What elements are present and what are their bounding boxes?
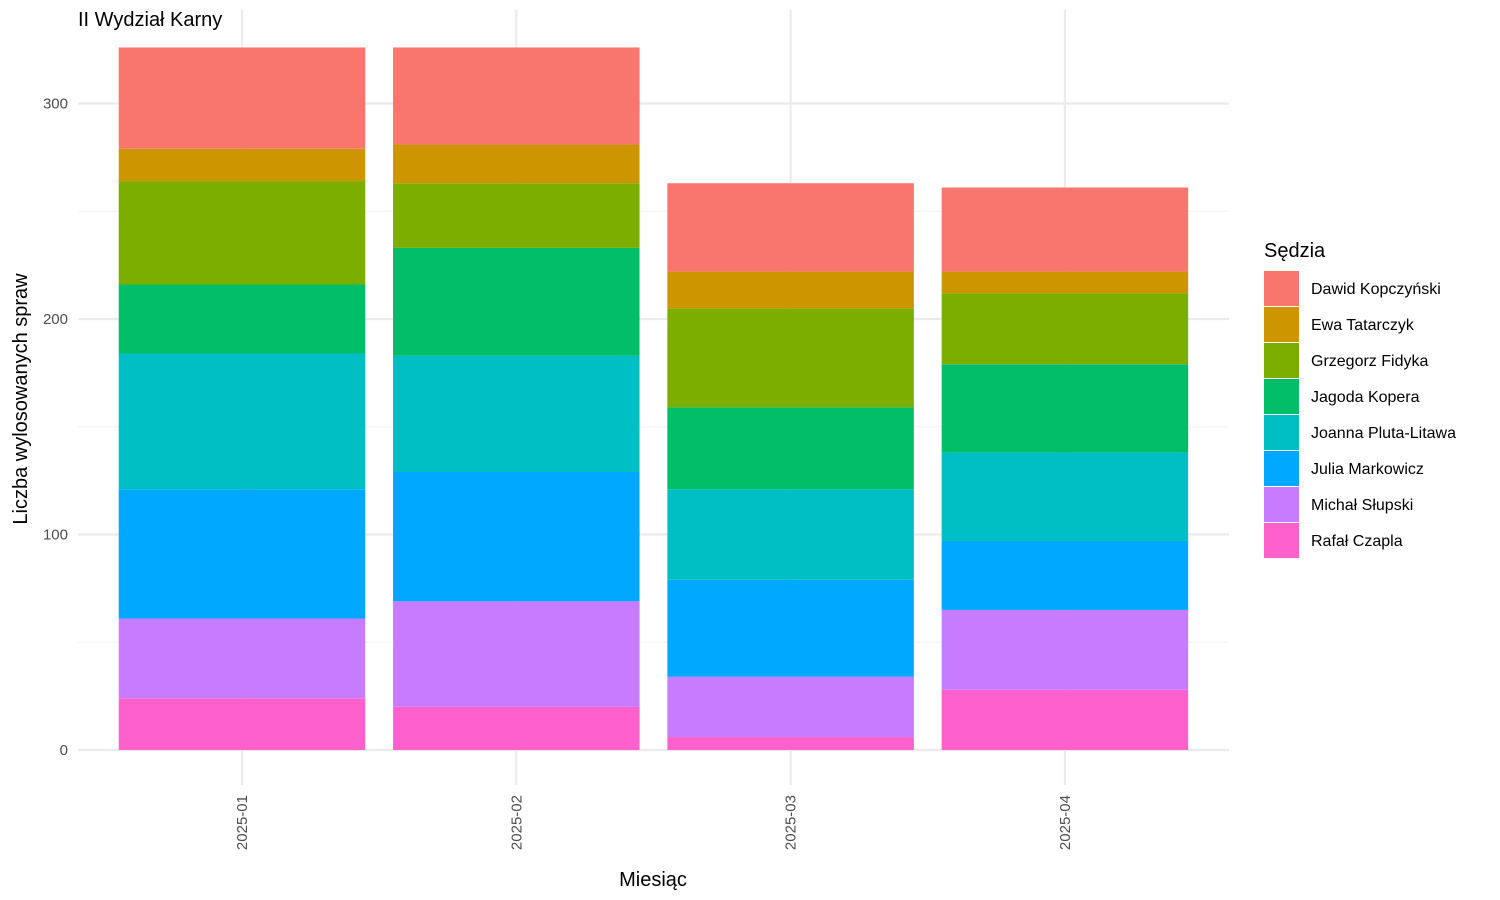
- bar-segment: [941, 271, 1189, 294]
- bar-segment: [667, 676, 914, 738]
- bar-segment: [393, 601, 640, 707]
- legend-label: Rafał Czapla: [1311, 533, 1403, 550]
- legend-swatch: [1264, 487, 1299, 522]
- legend-label: Joanna Pluta-Litawa: [1311, 425, 1456, 442]
- bar-segment: [941, 540, 1189, 610]
- legend-swatch: [1264, 379, 1299, 414]
- bar-segment: [941, 689, 1189, 750]
- y-axis-ticks: 0 100 200 300: [43, 96, 68, 760]
- bar-segment: [667, 271, 914, 309]
- bar-segment: [941, 187, 1189, 272]
- legend-label: Julia Markowicz: [1311, 461, 1424, 478]
- bar-segment: [118, 284, 366, 354]
- legend-label: Jagoda Kopera: [1311, 389, 1420, 406]
- bar-segment: [393, 183, 640, 248]
- x-tick-label: 2025-04: [1057, 795, 1074, 850]
- x-tick-label: 2025-03: [783, 795, 800, 850]
- legend-swatch: [1264, 271, 1299, 306]
- bar-segment: [118, 47, 366, 149]
- bar-segment: [393, 706, 640, 750]
- bar-segment: [941, 293, 1189, 365]
- bar-segment: [118, 181, 366, 285]
- bar-segment: [941, 609, 1189, 690]
- legend-label: Grzegorz Fidyka: [1311, 353, 1428, 370]
- x-tick-label: 2025-01: [234, 795, 251, 850]
- bar-segment: [941, 452, 1189, 541]
- legend: Sędzia Dawid Kopczyński Ewa Tatarczyk Grze…: [1264, 240, 1456, 558]
- legend-swatch: [1264, 451, 1299, 486]
- bar-segment: [393, 472, 640, 602]
- bar-segment: [118, 489, 366, 619]
- legend-swatch: [1264, 415, 1299, 450]
- bar-segment: [118, 148, 366, 182]
- legend-label: Dawid Kopczyński: [1311, 281, 1441, 298]
- x-tick-label: 2025-02: [508, 795, 525, 850]
- bar-segment: [667, 308, 914, 408]
- y-tick-label: 300: [43, 96, 68, 113]
- y-tick-label: 0: [60, 742, 68, 759]
- legend-swatch: [1264, 307, 1299, 342]
- bar-segment: [118, 618, 366, 699]
- legend-swatch: [1264, 523, 1299, 558]
- bar-segment: [667, 407, 914, 490]
- y-tick-label: 100: [43, 527, 68, 544]
- bar-segment: [118, 698, 366, 750]
- bar-segment: [667, 183, 914, 272]
- bar-segment: [393, 247, 640, 356]
- bars: [118, 47, 1189, 750]
- bar-segment: [667, 489, 914, 580]
- x-axis-ticks: 2025-01 2025-02 2025-03 2025-04: [234, 795, 1074, 850]
- x-axis-title: Miesiąc: [619, 869, 687, 891]
- bar-segment: [393, 47, 640, 145]
- legend-title: Sędzia: [1264, 240, 1326, 262]
- legend-label: Michał Słupski: [1311, 497, 1413, 514]
- legend-swatch: [1264, 343, 1299, 378]
- legend-label: Ewa Tatarczyk: [1311, 317, 1415, 334]
- bar-segment: [118, 353, 366, 490]
- bar-segment: [667, 737, 914, 750]
- y-tick-label: 200: [43, 311, 68, 328]
- bar-segment: [941, 364, 1189, 453]
- bar-segment: [667, 579, 914, 677]
- chart-title: II Wydział Karny: [78, 9, 222, 31]
- bar-segment: [393, 144, 640, 184]
- bar-segment: [393, 355, 640, 473]
- y-axis-title: Liczba wylosowanych spraw: [10, 273, 32, 525]
